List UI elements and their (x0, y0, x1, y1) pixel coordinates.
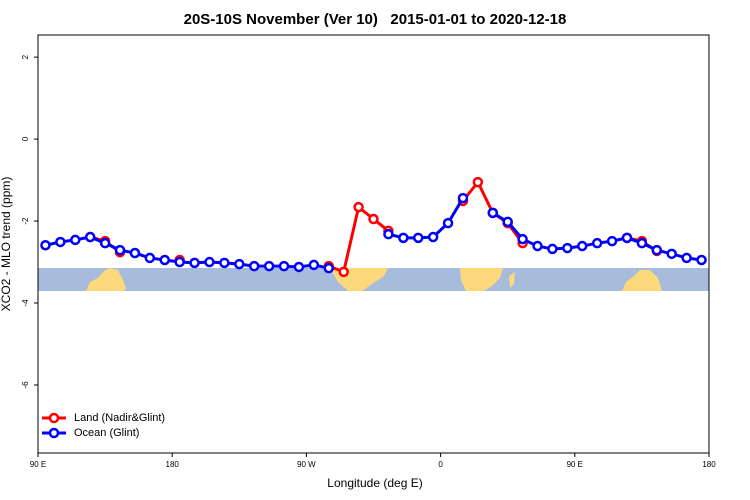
y-tick-label: -6 (21, 381, 30, 389)
data-point (487, 207, 499, 219)
plot-frame (37, 34, 710, 454)
data-point (55, 236, 66, 248)
data-point (562, 242, 573, 254)
chart-title: 20S-10S November (Ver 10) 2015-01-01 to … (184, 11, 567, 28)
data-point (353, 201, 364, 213)
map-band (38, 268, 709, 291)
legend-label: Ocean (Glint) (74, 427, 139, 439)
y-tick-label: -2 (21, 217, 30, 225)
data-point (338, 266, 349, 278)
data-point (651, 244, 663, 256)
land-patch (622, 270, 662, 291)
data-point (99, 237, 111, 249)
data-point (129, 247, 141, 259)
data-point (681, 252, 692, 264)
data-point (278, 260, 290, 272)
data-point (263, 260, 275, 272)
data-point (412, 232, 424, 244)
data-point (159, 254, 170, 266)
data-point (383, 228, 394, 240)
data-point (532, 240, 543, 252)
data-point (502, 216, 513, 228)
x-tick-label: 90 E (567, 460, 583, 469)
land-patch (460, 268, 503, 291)
legend: Land (Nadir&Glint) Ocean (Glint) (42, 412, 165, 439)
data-point (308, 259, 320, 271)
data-point (636, 237, 648, 249)
y-tick-label: 0 (21, 136, 30, 141)
data-point (114, 244, 126, 256)
y-axis-label: XCO2 - MLO trend (ppm) (0, 177, 13, 312)
data-point (70, 234, 81, 246)
data-point (219, 257, 230, 269)
data-point (234, 258, 245, 270)
data-point (427, 231, 439, 243)
land-patch (509, 272, 515, 288)
x-tick-label: 90 W (297, 460, 316, 469)
data-point (144, 252, 156, 264)
data-point (368, 213, 379, 225)
x-tick-label: 0 (438, 460, 443, 469)
data-point (293, 261, 305, 273)
data-point (248, 260, 260, 272)
x-tick-label: 180 (166, 460, 180, 469)
data-point (606, 235, 618, 247)
data-point (547, 243, 558, 255)
land-patch (86, 268, 126, 291)
data-point (442, 217, 454, 229)
data-point (40, 239, 51, 251)
data-point (577, 240, 588, 252)
y-tick-label: -4 (21, 299, 30, 307)
data-point (323, 262, 335, 274)
x-axis-label: Longitude (deg E) (327, 476, 422, 490)
data-point (457, 192, 469, 204)
data-point (189, 257, 200, 269)
legend-marker (48, 412, 60, 424)
legend-label: Land (Nadir&Glint) (74, 412, 165, 424)
data-point (174, 256, 185, 268)
data-point (204, 256, 215, 268)
legend-marker (48, 427, 60, 439)
data-point (621, 232, 633, 244)
x-tick-label: 90 E (30, 460, 46, 469)
data-point (666, 248, 677, 260)
data-point (517, 233, 528, 245)
data-point (696, 254, 707, 266)
data-point (591, 237, 603, 249)
y-tick-label: 2 (21, 54, 30, 59)
data-point (84, 231, 96, 243)
data-point (472, 176, 484, 188)
data-point (398, 232, 409, 244)
x-tick-label: 180 (702, 460, 716, 469)
